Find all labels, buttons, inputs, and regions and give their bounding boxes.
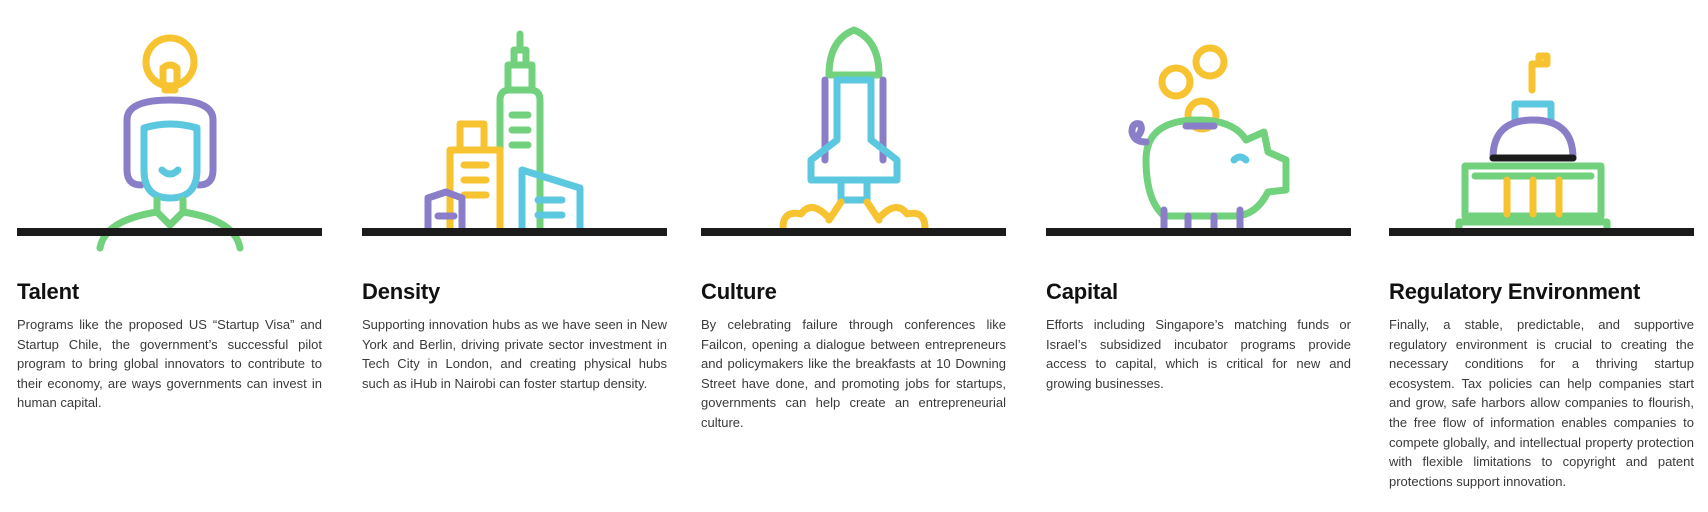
section-body: Finally, a stable, predictable, and supp… (1389, 317, 1694, 489)
section-title: Density (362, 279, 441, 304)
column-talent: Talent Programs like the proposed US “St… (17, 0, 322, 512)
rocket-launch-icon (701, 26, 1006, 236)
illustration-talent (17, 20, 322, 260)
column-density: Density Supporting innovation hubs as we… (362, 0, 667, 512)
capitol-building-icon (1389, 52, 1694, 236)
column-culture: Culture By celebrating failure through c… (701, 0, 1006, 512)
ground-line (701, 228, 1006, 236)
section-title: Capital (1046, 279, 1118, 304)
section-body: Supporting innovation hubs as we have se… (362, 317, 667, 391)
person-with-lightbulb-icon (17, 34, 322, 252)
piggy-bank-icon (1046, 44, 1351, 236)
section-body: By celebrating failure through conferenc… (701, 317, 1006, 430)
ground-line (17, 228, 322, 236)
section-title: Talent (17, 279, 79, 304)
illustration-culture (701, 20, 1006, 260)
section-title: Culture (701, 279, 777, 304)
city-skyline-icon (362, 30, 667, 236)
ground-line (1046, 228, 1351, 236)
section-title: Regulatory Environment (1389, 279, 1641, 304)
section-body: Efforts including Singapore’s matching f… (1046, 317, 1351, 391)
ground-line (1389, 228, 1694, 236)
illustration-density (362, 20, 667, 260)
illustration-capital (1046, 20, 1351, 260)
column-regulatory-environment: Regulatory Environment Finally, a stable… (1389, 0, 1694, 512)
section-body: Programs like the proposed US “Startup V… (17, 317, 322, 411)
column-capital: Capital Efforts including Singapore’s ma… (1046, 0, 1351, 512)
ground-line (362, 228, 667, 236)
illustration-regulatory-environment (1389, 20, 1694, 260)
